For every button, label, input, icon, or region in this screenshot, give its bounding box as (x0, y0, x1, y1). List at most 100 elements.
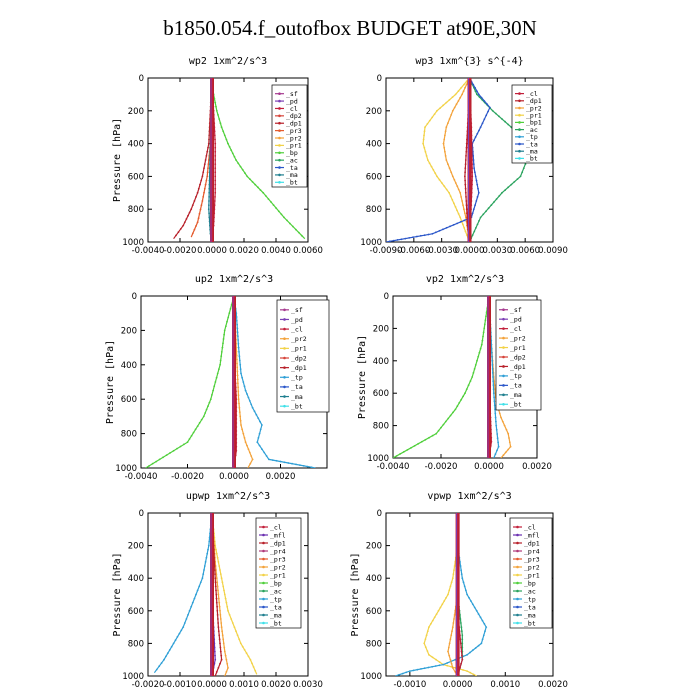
data-point (259, 428, 262, 431)
data-point (462, 204, 464, 207)
data-point (207, 142, 210, 145)
data-point (493, 201, 495, 203)
data-point (214, 159, 217, 161)
data-point (241, 168, 244, 171)
data-point (208, 540, 211, 543)
x-tick-label: -0.0040 (125, 472, 158, 482)
data-point (188, 438, 191, 440)
data-point (463, 208, 465, 211)
data-point (472, 155, 475, 157)
legend-marker (262, 573, 265, 577)
data-point (477, 191, 480, 194)
data-point (223, 593, 226, 596)
legend-entry: _cl (510, 325, 522, 333)
panel-3: up2 1xm^2/s^3 Pressure [hPa] 0 200 400 600 800… (105, 274, 330, 482)
plot-area (386, 78, 528, 242)
series-ta (153, 513, 213, 674)
data-point (231, 152, 234, 155)
data-point (168, 649, 171, 651)
data-point (283, 461, 286, 464)
data-point (216, 585, 219, 588)
panel-title: upwp 1xm^2/s^3 (186, 491, 270, 502)
zero-line-bundle (210, 78, 214, 242)
data-point (207, 208, 210, 211)
data-point (214, 196, 216, 198)
legend-marker (518, 121, 521, 124)
data-point (214, 191, 217, 194)
legend: _cl_mfl_dp1_pr4_pr3_pr2_pr1_bp_ac_tp_ta_… (509, 517, 553, 629)
data-point (214, 101, 217, 104)
data-point (471, 175, 474, 178)
data-point (235, 350, 238, 353)
data-point (451, 626, 454, 628)
data-point (431, 619, 434, 622)
data-point (205, 408, 208, 411)
data-point (423, 146, 426, 149)
data-point (423, 667, 426, 670)
data-point (239, 419, 242, 422)
data-point (271, 459, 274, 461)
legend-marker (502, 346, 505, 349)
data-point (461, 630, 463, 633)
legend-marker (516, 597, 519, 601)
data-point (502, 454, 505, 457)
data-point (485, 114, 488, 117)
data-point (496, 437, 499, 440)
data-point (228, 614, 231, 616)
data-point (462, 581, 465, 584)
data-point (456, 185, 459, 188)
series-dp1 (393, 296, 490, 458)
zero-line-bundle (467, 78, 472, 242)
data-point (249, 658, 252, 661)
y-tick-label: 800 (366, 205, 382, 215)
data-point (190, 208, 193, 211)
legend-entry: _pr3 (286, 127, 302, 135)
data-point (215, 105, 217, 108)
data-point (225, 671, 228, 673)
x-tick-label: -0.0010 (393, 680, 426, 690)
data-point (459, 191, 462, 194)
legend-marker (278, 158, 281, 162)
y-tick-label: 600 (373, 389, 389, 399)
legend-entry: _dp2 (286, 112, 302, 120)
data-point (199, 208, 202, 211)
data-point (219, 618, 222, 620)
data-point (238, 638, 241, 641)
y-axis-label: Pressure [hPa] (105, 340, 116, 424)
data-point (158, 458, 161, 461)
y-tick-label: 800 (366, 639, 382, 649)
data-point (209, 398, 212, 401)
legend-marker (262, 565, 265, 569)
data-point (478, 129, 480, 132)
data-point (453, 569, 455, 571)
data-point (443, 600, 446, 602)
data-point (409, 670, 411, 672)
data-point (253, 410, 256, 413)
data-point (457, 188, 460, 191)
data-point (494, 388, 496, 390)
data-point (252, 666, 255, 668)
legend-marker (518, 128, 521, 131)
data-point (475, 179, 478, 182)
legend-marker (518, 99, 521, 103)
data-point (223, 650, 226, 653)
plot-area (173, 78, 306, 242)
data-point (452, 411, 454, 414)
data-point (198, 421, 201, 424)
x-tick-label: 0.0040 (261, 246, 291, 256)
data-point (432, 168, 435, 171)
data-point (226, 605, 229, 608)
data-point (469, 651, 471, 654)
data-point (208, 216, 211, 219)
data-point (222, 585, 225, 588)
legend-entry: _bt (524, 619, 536, 627)
data-point (215, 589, 217, 592)
data-point (204, 183, 207, 186)
data-point (155, 460, 158, 463)
data-point (298, 231, 300, 234)
data-point (503, 424, 506, 427)
data-point (217, 630, 220, 633)
data-point (494, 453, 497, 456)
legend-entry: _sf (291, 306, 303, 314)
data-point (508, 437, 510, 439)
